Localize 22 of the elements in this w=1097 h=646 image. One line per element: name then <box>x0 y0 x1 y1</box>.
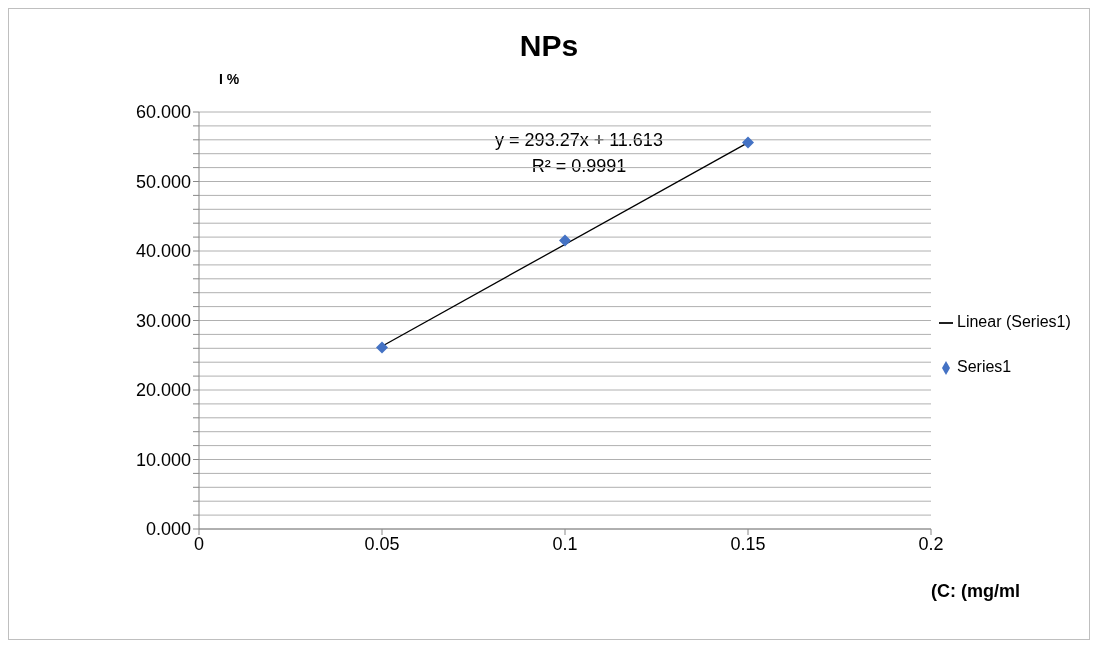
legend-label: Series1 <box>957 358 1012 375</box>
x-tick-label: 0.05 <box>364 533 400 554</box>
annotation: R² = 0.9991 <box>530 155 628 178</box>
y-tick-label: 60.000 <box>135 102 191 123</box>
y-tick-label: 30.000 <box>135 310 191 331</box>
point <box>376 341 388 354</box>
x-tick-label: 0.15 <box>730 533 766 554</box>
y-tick-label: 0.000 <box>145 519 191 540</box>
x-axis-title: (C: (mg/ml <box>931 581 1020 602</box>
annotation: y = 293.27x + 11.613 <box>494 129 664 152</box>
y-tick-label: 50.000 <box>135 171 191 192</box>
y-tick-label: 40.000 <box>135 241 191 262</box>
point <box>559 234 571 247</box>
legend-label: Linear (Series1) <box>957 313 1071 330</box>
y-tick-label: 10.000 <box>135 449 191 470</box>
point <box>742 136 754 149</box>
y-axis-title: I % <box>219 71 240 87</box>
x-tick-label: 0.1 <box>552 533 578 554</box>
x-tick-label: 0 <box>193 533 205 554</box>
x-tick-label: 0.2 <box>918 533 944 554</box>
chart-title: NPs <box>518 29 580 63</box>
y-tick-label: 20.000 <box>135 380 191 401</box>
